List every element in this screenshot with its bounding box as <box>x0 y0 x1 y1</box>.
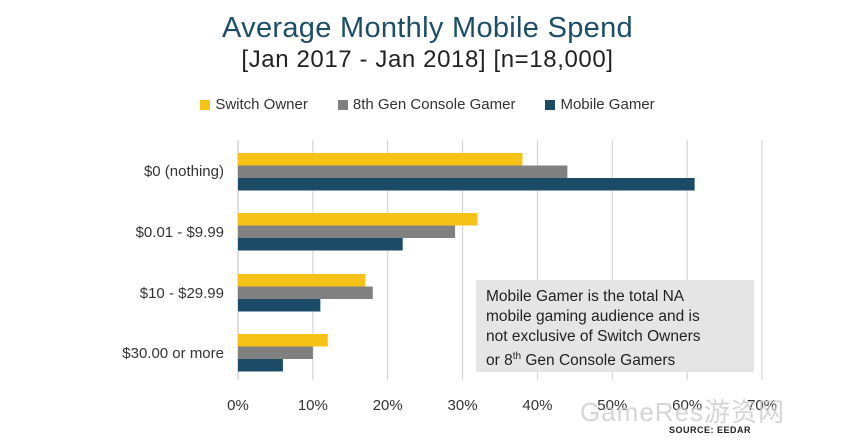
note-line-4-prefix: or 8 <box>486 352 513 370</box>
note-line-1: Mobile Gamer is the total NA <box>486 288 685 305</box>
legend-swatch-switch-owner <box>200 99 211 110</box>
bar-1-2 <box>238 238 403 251</box>
bar-0-0 <box>238 153 523 166</box>
watermark: GameRes游资网 <box>580 397 786 427</box>
legend: Switch Owner 8th Gen Console Gamer Mobil… <box>0 96 855 113</box>
bar-2-1 <box>238 286 373 299</box>
legend-item-switch-owner: Switch Owner <box>200 96 308 113</box>
legend-swatch-mobile-gamer <box>545 99 556 110</box>
legend-label-console-gamer: 8th Gen Console Gamer <box>352 96 516 113</box>
x-tick-label-6: 60% <box>672 397 702 414</box>
x-tick-label-2: 20% <box>373 397 403 414</box>
x-tick-label-3: 30% <box>448 397 478 414</box>
legend-item-console-gamer: 8th Gen Console Gamer <box>337 96 516 113</box>
x-tick-label-0: 0% <box>227 397 249 414</box>
category-label-0: $0 (nothing) <box>144 163 224 180</box>
chart-title: Average Monthly Mobile Spend <box>222 12 633 44</box>
category-label-2: $10 - $29.99 <box>140 285 224 302</box>
bar-0-2 <box>238 178 695 191</box>
chart-subtitle: [Jan 2017 - Jan 2018] [n=18,000] <box>241 46 614 73</box>
bar-3-0 <box>238 334 328 347</box>
note-line-4: or 8th Gen Console Gamers <box>486 347 744 371</box>
legend-label-mobile-gamer: Mobile Gamer <box>560 96 655 113</box>
legend-item-mobile-gamer: Mobile Gamer <box>545 96 655 113</box>
x-tick-label-4: 40% <box>522 397 552 414</box>
x-tick-label-7: 70% <box>747 397 777 414</box>
x-tick-label-5: 50% <box>597 397 627 414</box>
bar-2-2 <box>238 299 321 312</box>
note-line-4-sup: th <box>512 351 522 362</box>
category-label-1: $0.01 - $9.99 <box>136 224 224 241</box>
source-credit: SOURCE: EEDAR <box>668 425 751 435</box>
category-label-3: $30.00 or more <box>122 345 224 362</box>
note-line-4-suffix: Gen Console Gamers <box>521 352 676 370</box>
bar-1-0 <box>238 213 478 226</box>
annotation-note: Mobile Gamer is the total NA mobile gami… <box>476 280 754 372</box>
bar-1-1 <box>238 225 456 238</box>
bar-3-2 <box>238 359 283 372</box>
x-tick-label-1: 10% <box>298 397 328 414</box>
bar-0-1 <box>238 165 568 178</box>
bar-2-0 <box>238 274 366 287</box>
note-line-2: mobile gaming audience and is <box>486 308 700 325</box>
legend-swatch-console-gamer <box>337 99 348 110</box>
note-line-3: not exclusive of Switch Owners <box>486 328 701 345</box>
bar-3-1 <box>238 346 313 359</box>
legend-label-switch-owner: Switch Owner <box>215 96 308 113</box>
